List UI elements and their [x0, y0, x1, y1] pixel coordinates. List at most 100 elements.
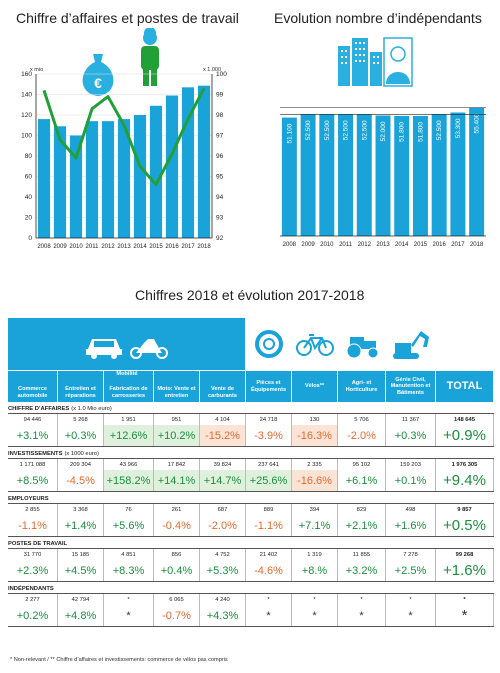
change-cell: +1.6%: [386, 515, 436, 536]
motorcycle-icon: [129, 339, 168, 359]
total-change: +1.6%: [436, 560, 494, 581]
change-cell: +8.5%: [8, 470, 58, 491]
y2-tick-label: 96: [216, 153, 224, 160]
left-unit-label: x mio: [30, 67, 43, 73]
change-cell: -16.6%: [292, 470, 338, 491]
value-cell: 889: [246, 504, 292, 515]
self-employed-bar: [281, 117, 297, 236]
change-cell: -16.3%: [292, 425, 338, 446]
turnover-bar: [37, 119, 51, 238]
value-cell: 4 851: [104, 549, 154, 560]
column-header: Entretien et réparations: [58, 370, 104, 402]
total-value: 9 857: [436, 504, 494, 515]
change-cell: *: [104, 605, 154, 626]
turnover-bar: [133, 115, 147, 238]
section-title: INVESTISSEMENTS (x 1000 euro): [8, 449, 494, 459]
y2-tick-label: 99: [216, 92, 224, 99]
bar-value-label: 53.300: [455, 118, 462, 138]
change-cell: -2.0%: [200, 515, 246, 536]
value-cell: 1 171 088: [8, 459, 58, 470]
y2-tick-label: 97: [216, 133, 224, 140]
value-cell: 1 319: [292, 549, 338, 560]
x-tick-label: 2011: [86, 244, 100, 250]
column-header: Pièces et Équipements: [246, 370, 292, 402]
self-employed-bar: [450, 112, 466, 236]
self-employed-bar: [356, 114, 372, 236]
y2-tick-label: 100: [216, 71, 227, 78]
change-cell: +0.4%: [154, 560, 200, 581]
x-tick-label: 2018: [197, 244, 211, 250]
value-cell: 498: [386, 504, 436, 515]
value-cell: *: [338, 594, 386, 605]
value-cell: 4 240: [200, 594, 246, 605]
x-tick-label: 2011: [339, 242, 353, 248]
change-cell: +7.1%: [292, 515, 338, 536]
y2-tick-label: 95: [216, 174, 224, 181]
x-tick-label: 2012: [358, 242, 372, 248]
turnover-bar: [85, 121, 99, 238]
x-tick-label: 2010: [69, 244, 83, 250]
change-cell: -4.5%: [58, 470, 104, 491]
change-cell: -1.1%: [246, 515, 292, 536]
turnover-bar: [117, 119, 131, 238]
change-cell: *: [386, 605, 436, 626]
total-icon-spacer: [436, 318, 494, 370]
person-icon: [383, 37, 413, 87]
column-header: Vélos**: [292, 370, 338, 402]
total-value: 1 976 305: [436, 459, 494, 470]
figures-table: Commerce automobile Entretien et réparati…: [8, 318, 494, 627]
worker-icon: [141, 28, 159, 86]
y-tick-label: 80: [25, 153, 33, 160]
change-cell: -15.2%: [200, 425, 246, 446]
value-cell: 21 402: [246, 549, 292, 560]
bar-value-label: 52.500: [305, 120, 312, 140]
column-header: Vente de carburants: [200, 370, 246, 402]
value-cell: 17 842: [154, 459, 200, 470]
total-value: 148 645: [436, 414, 494, 425]
x-tick-label: 2009: [301, 242, 315, 248]
chart1-title: Chiffre d’affaires et postes de travail: [16, 10, 239, 26]
change-cell: +8.%: [292, 560, 338, 581]
tire-icon: [246, 318, 292, 370]
self-employed-bar: [431, 114, 447, 236]
bar-value-label: 52.500: [436, 120, 443, 140]
value-cell: 5 706: [338, 414, 386, 425]
turnover-jobs-chart: € x mio x 1.000 0 20 40 60 80 100 120 140 160 92 9…: [21, 28, 227, 250]
y-tick-label: 160: [21, 71, 32, 78]
bar-value-label: 51.800: [417, 122, 424, 142]
change-cell: +8.3%: [104, 560, 154, 581]
change-cell: +4.8%: [58, 605, 104, 626]
column-header: Fabrication de carrosseries: [104, 370, 154, 402]
value-cell: 24 718: [246, 414, 292, 425]
change-cell: -1.1%: [8, 515, 58, 536]
self-employed-bar: [338, 114, 354, 236]
value-cell: 7 278: [386, 549, 436, 560]
total-change: +9.4%: [436, 470, 494, 491]
change-cell: +2.3%: [8, 560, 58, 581]
value-cell: 31 770: [8, 549, 58, 560]
y2-tick-label: 92: [216, 235, 224, 242]
table-title: Chiffres 2018 et évolution 2017-2018: [135, 287, 365, 303]
change-cell: -4.6%: [246, 560, 292, 581]
y-tick-label: 0: [28, 235, 32, 242]
total-change: *: [436, 605, 494, 626]
change-cell: +10.2%: [154, 425, 200, 446]
value-cell: 42 794: [58, 594, 104, 605]
change-cell: +12.6%: [104, 425, 154, 446]
value-cell: 130: [292, 414, 338, 425]
change-cell: +4.3%: [200, 605, 246, 626]
value-cell: 43 966: [104, 459, 154, 470]
right-unit-label: x 1.000: [203, 67, 221, 73]
change-cell: +5.3%: [200, 560, 246, 581]
value-cell: 11 367: [386, 414, 436, 425]
total-change: +0.5%: [436, 515, 494, 536]
x-tick-label: 2012: [101, 244, 115, 250]
y-tick-label: 60: [25, 174, 33, 181]
x-tick-label: 2017: [451, 242, 465, 248]
x-tick-label: 2008: [37, 244, 51, 250]
value-cell: 2 277: [8, 594, 58, 605]
self-employed-chart: 51.100 52.500 52.500 52.500 52.500 52.000 51.8…: [280, 37, 486, 248]
bar-value-label: 52.000: [380, 121, 387, 141]
car-icon: [85, 339, 122, 359]
bicycle-icon: [292, 318, 338, 370]
